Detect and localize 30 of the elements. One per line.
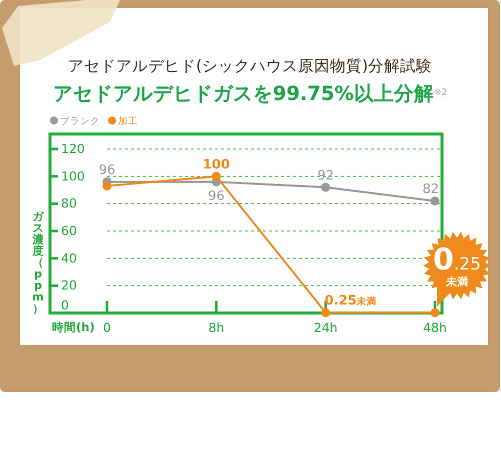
- x-axis-title: 時間(h): [52, 320, 95, 334]
- y-tick-label: 20: [61, 278, 77, 293]
- y-tick-label: 80: [61, 196, 77, 211]
- legend-label: ブランク: [60, 115, 100, 127]
- point: [212, 172, 221, 181]
- y-tick-label: 60: [61, 223, 77, 238]
- point: [321, 308, 330, 318]
- legend-label: 加工: [118, 115, 138, 127]
- y-tick-label: 40: [61, 250, 77, 266]
- data-label: 0.25未満: [324, 294, 377, 309]
- data-label: 96: [208, 188, 225, 204]
- point: [430, 308, 440, 318]
- x-tick-label: 48h: [423, 320, 447, 335]
- text: ガス濃度（ppm）: [32, 210, 44, 315]
- point: [102, 181, 112, 190]
- x-tick-label: 24h: [314, 320, 338, 335]
- y-tick-label: 0: [61, 297, 69, 312]
- data-label: 82: [422, 182, 439, 197]
- point: [430, 196, 440, 206]
- data-label: 100: [202, 157, 230, 172]
- y-tick-label: 100: [61, 168, 85, 184]
- y-tick-label: 120: [61, 141, 85, 156]
- point: [321, 182, 330, 192]
- data-label: 0.25未満: [433, 242, 481, 289]
- chart-title: アセドアルデヒド(シックハウス原因物質)分解試験: [68, 57, 432, 75]
- data-label: 96: [98, 162, 116, 178]
- x-tick-label: 8h: [208, 320, 224, 335]
- data-label: 92: [317, 168, 334, 184]
- x-tick-label: 0: [103, 320, 112, 335]
- chart-subtitle: アセドアルデヒドガスを99.75%以上分解$^{※2}$: [52, 82, 448, 105]
